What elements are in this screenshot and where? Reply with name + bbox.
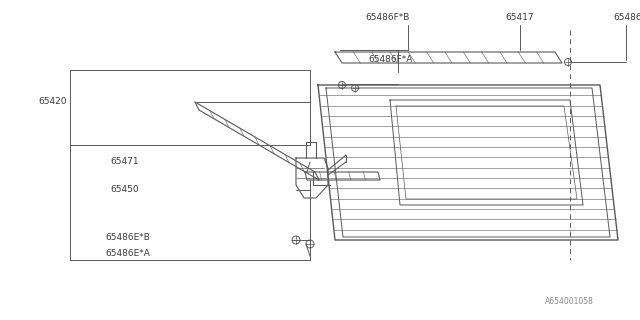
Text: 65420: 65420 [38,98,67,107]
Text: 65471: 65471 [110,157,139,166]
Text: 65486G: 65486G [613,12,640,21]
Text: 65486E*A: 65486E*A [105,250,150,259]
Text: 65486E*B: 65486E*B [105,233,150,242]
Text: 65486F*B: 65486F*B [365,12,410,21]
Text: 65486F*A: 65486F*A [368,55,412,65]
Text: 65450: 65450 [110,186,139,195]
Text: A654001058: A654001058 [545,298,594,307]
Text: 65417: 65417 [505,12,534,21]
